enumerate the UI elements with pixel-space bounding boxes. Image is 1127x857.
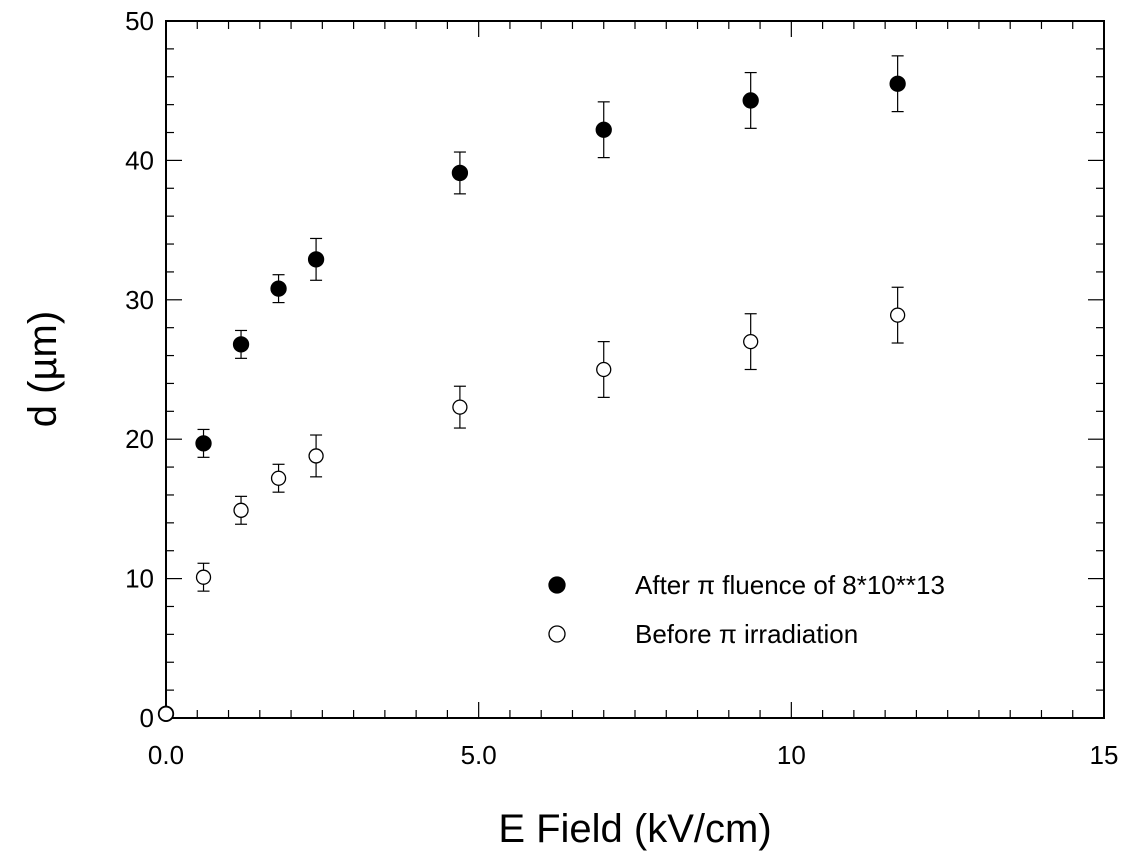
x-axis-title: E Field (kV/cm) <box>498 807 771 851</box>
data-point <box>452 399 468 415</box>
data-point <box>270 470 287 486</box>
data-point <box>158 706 174 722</box>
data-point <box>451 164 469 182</box>
data-point <box>307 251 325 268</box>
data-point <box>270 280 287 297</box>
data-point <box>595 121 612 138</box>
data-point <box>308 448 324 464</box>
data-point <box>195 569 212 585</box>
y-tick-label: 40 <box>125 145 154 175</box>
series-2 <box>158 286 906 722</box>
y-axis-title: d (µm) <box>21 311 65 427</box>
data-series <box>157 55 906 722</box>
legend-marker <box>548 625 566 643</box>
data-point <box>195 435 212 452</box>
x-tick-label: 5.0 <box>461 740 497 770</box>
x-tick-label: 10 <box>777 740 806 770</box>
y-tick-label: 30 <box>125 285 154 315</box>
data-point <box>596 361 612 378</box>
axis-ticks <box>165 20 1105 719</box>
data-point <box>232 336 250 353</box>
series-1 <box>157 55 906 722</box>
y-tick-label: 20 <box>125 424 154 454</box>
data-point <box>889 307 906 323</box>
legend: After π fluence of 8*10**13 Before π irra… <box>548 570 945 649</box>
legend-label: After π fluence of 8*10**13 <box>635 570 945 600</box>
legend-marker <box>548 576 566 594</box>
y-tick-label: 0 <box>140 703 154 733</box>
data-point <box>233 502 249 518</box>
legend-label: Before π irradiation <box>635 619 858 649</box>
x-tick-label: 15 <box>1090 740 1119 770</box>
y-tick-label: 10 <box>125 564 154 594</box>
y-tick-label: 50 <box>125 6 154 36</box>
plot-frame <box>165 20 1105 719</box>
tick-labels: 0.0 5.0 10 15 0 10 20 30 40 50 <box>125 6 1118 770</box>
x-tick-label: 0.0 <box>148 740 184 770</box>
data-point <box>743 333 759 350</box>
data-point <box>889 75 906 92</box>
data-point <box>742 92 759 109</box>
